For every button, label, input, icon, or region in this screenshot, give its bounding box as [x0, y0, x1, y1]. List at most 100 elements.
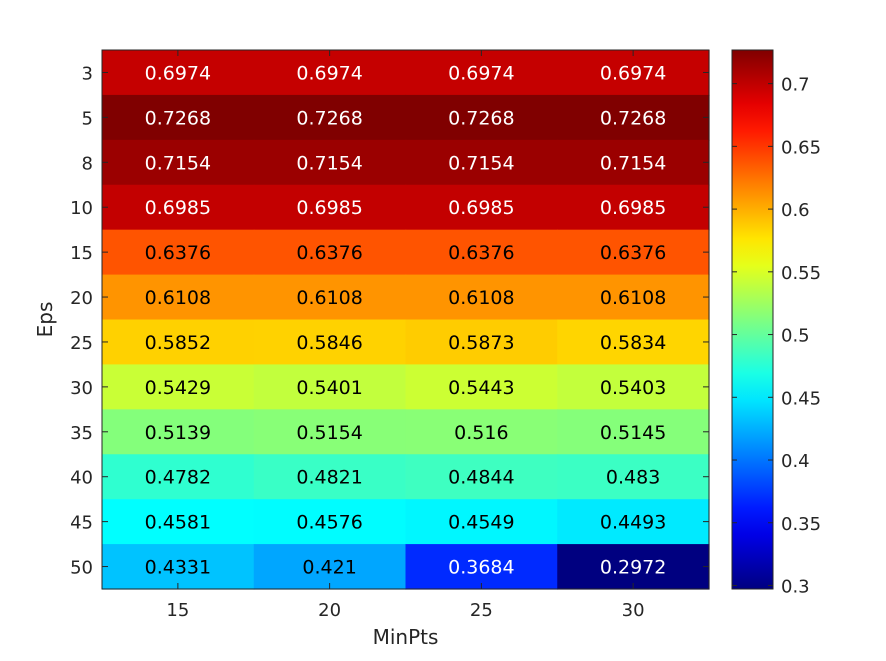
cell-value-label: 0.5873: [448, 332, 514, 354]
cell-value-label: 0.5154: [296, 422, 362, 444]
y-tick-label: 25: [70, 333, 93, 354]
cell-value-label: 0.6985: [600, 197, 666, 219]
heatmap-cell: [557, 184, 710, 231]
heatmap-cell: [102, 274, 255, 321]
heatmap-cell: [557, 50, 710, 96]
heatmap-cell: [405, 94, 558, 141]
cell-value-label: 0.7268: [296, 107, 362, 129]
heatmap-cell: [253, 544, 407, 590]
heatmap-cell: [557, 454, 710, 500]
colorbar: [731, 49, 774, 590]
colorbar-tick-label: 0.45: [781, 388, 821, 409]
cell-value-label: 0.4576: [296, 512, 362, 534]
cell-value-label: 0.7268: [145, 107, 211, 129]
heatmap-cell: [102, 50, 255, 96]
heatmap-cell: [557, 319, 710, 366]
heatmap-cell: [557, 94, 710, 141]
cell-value-label: 0.5139: [145, 422, 211, 444]
heatmap-cell: [253, 409, 407, 455]
heatmap-cell: [102, 94, 255, 141]
x-axis-label: MinPts: [373, 625, 439, 649]
y-axis-label: Eps: [33, 302, 57, 338]
cell-value-label: 0.6108: [145, 287, 211, 309]
cell-value-label: 0.6985: [145, 197, 211, 219]
y-tick-label: 45: [70, 513, 93, 534]
cell-value-label: 0.2972: [600, 557, 666, 579]
x-tick-label: 15: [166, 600, 189, 621]
x-axis-ticks: 15 20 25 30: [166, 50, 645, 621]
heatmap-cell: [102, 364, 255, 410]
cell-value-label: 0.6376: [296, 242, 362, 264]
y-tick-label: 10: [70, 198, 93, 219]
heatmap-cell: [102, 499, 255, 545]
cell-value-label: 0.7268: [448, 107, 514, 129]
heatmap-cell: [102, 139, 255, 186]
heatmap-cell: [405, 229, 558, 276]
cell-value-label: 0.6974: [145, 62, 211, 84]
cell-value-label: 0.6974: [296, 62, 362, 84]
cell-value-label: 0.7154: [145, 152, 211, 174]
cell-value-label: 0.5846: [296, 332, 362, 354]
heatmap-cell: [253, 50, 407, 96]
heatmap-cell: [253, 229, 407, 276]
cell-value-label: 0.6376: [448, 242, 514, 264]
heatmap-cell: [253, 139, 407, 186]
heatmap-cell: [405, 499, 558, 545]
heatmap-cell: [405, 139, 558, 186]
cell-value-label: 0.7154: [600, 152, 666, 174]
cell-value-label: 0.421: [302, 557, 356, 579]
heatmap-cell: [253, 454, 407, 500]
cell-value-label: 0.4844: [448, 467, 514, 489]
cell-value-label: 0.5443: [448, 377, 514, 399]
cell-value-label: 0.4581: [145, 512, 211, 534]
x-tick-label: 25: [470, 600, 493, 621]
colorbar-tick-label: 0.4: [781, 451, 810, 472]
heatmap-cell: [405, 319, 558, 366]
y-tick-label: 3: [82, 63, 93, 84]
heatmap-cell: [557, 139, 710, 186]
y-tick-label: 20: [70, 288, 93, 309]
plot-frame: [101, 49, 710, 590]
colorbar-tick-label: 0.6: [781, 200, 810, 221]
cell-value-label: 0.6108: [600, 287, 666, 309]
cell-value-label: 0.6985: [296, 197, 362, 219]
cell-value-label: 0.3684: [448, 557, 514, 579]
cell-value-label: 0.5403: [600, 377, 666, 399]
heatmap-cell: [405, 364, 558, 410]
heatmap-cell: [557, 229, 710, 276]
heatmap-cell: [405, 454, 558, 500]
heatmap-cell: [557, 364, 710, 410]
cell-value-label: 0.4782: [145, 467, 211, 489]
heatmap-cell: [557, 274, 710, 321]
cell-value-label: 0.4493: [600, 512, 666, 534]
heatmap-cell: [253, 319, 407, 366]
x-tick-label: 30: [622, 600, 645, 621]
cell-value-label: 0.7154: [448, 152, 514, 174]
heatmap-cell: [557, 499, 710, 545]
cell-value-label: 0.5401: [296, 377, 362, 399]
heatmap-cell: [102, 544, 255, 590]
cell-value-label: 0.6108: [296, 287, 362, 309]
cell-value-label: 0.516: [454, 422, 508, 444]
heatmap-cell: [557, 544, 710, 590]
y-tick-label: 5: [82, 108, 93, 129]
heatmap-cell: [253, 274, 407, 321]
heatmap-cell: [253, 184, 407, 231]
cell-value-label: 0.6985: [448, 197, 514, 219]
heatmap-cell: [102, 184, 255, 231]
cell-value-label: 0.6376: [600, 242, 666, 264]
heatmap-cell: [102, 229, 255, 276]
cell-value-label: 0.4821: [296, 467, 362, 489]
cell-value-label: 0.5852: [145, 332, 211, 354]
y-tick-label: 30: [70, 378, 93, 399]
heatmap-cell: [405, 274, 558, 321]
y-tick-label: 40: [70, 468, 93, 489]
colorbar-tick-label: 0.55: [781, 263, 821, 284]
cell-value-label: 0.7268: [600, 107, 666, 129]
y-tick-label: 50: [70, 558, 93, 579]
heatmap-cell: [405, 184, 558, 231]
heatmap-cell: [253, 94, 407, 141]
cell-value-label: 0.6974: [600, 62, 666, 84]
